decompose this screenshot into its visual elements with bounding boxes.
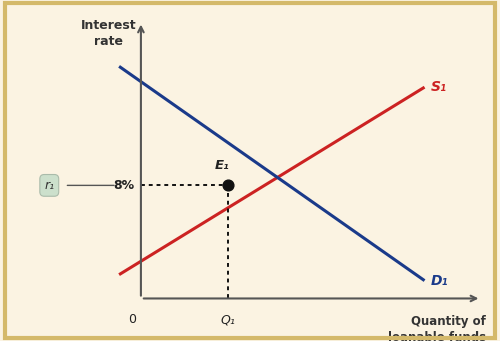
Text: E₁: E₁ [214,159,229,172]
Text: D₁: D₁ [431,273,448,287]
Text: 0: 0 [128,313,136,326]
Text: S₁: S₁ [431,80,447,94]
Point [224,183,232,188]
Text: 8%: 8% [113,179,134,192]
Text: Quantity of
loanable funds: Quantity of loanable funds [388,315,486,341]
Text: r₁: r₁ [44,179,54,192]
Text: Q₁: Q₁ [220,313,236,326]
Text: Interest
rate: Interest rate [81,19,136,48]
